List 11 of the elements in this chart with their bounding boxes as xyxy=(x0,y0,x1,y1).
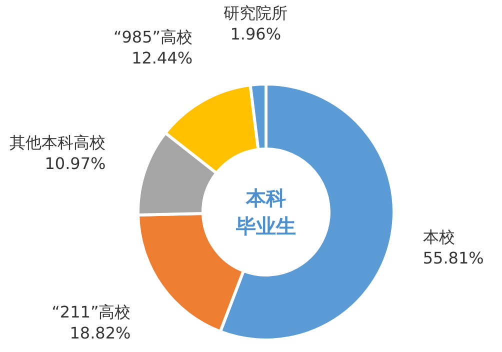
slice-label: 本校 xyxy=(422,227,455,246)
data-label: 12.44% xyxy=(132,48,193,68)
slice-label: “985”高校 xyxy=(113,28,193,47)
data-label: 55.81% xyxy=(422,248,484,268)
slice-label: 研究院所 xyxy=(224,3,288,22)
data-label: 18.82% xyxy=(70,324,131,343)
slice-label: “211”高校 xyxy=(52,302,131,322)
text: 本科毕业生 xyxy=(235,186,296,238)
data-label: 1.96% xyxy=(230,24,282,44)
slice-label: 其他本科高校 xyxy=(10,132,106,152)
data-label: 10.97% xyxy=(44,154,106,173)
